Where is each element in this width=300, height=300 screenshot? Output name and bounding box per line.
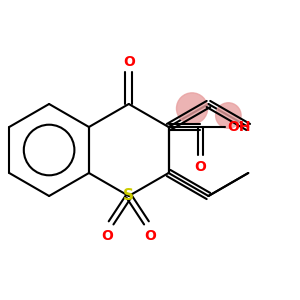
Text: OH: OH bbox=[227, 120, 251, 134]
Text: O: O bbox=[102, 229, 113, 243]
Text: S: S bbox=[123, 188, 134, 203]
Circle shape bbox=[176, 93, 208, 124]
Text: O: O bbox=[144, 229, 156, 243]
Text: O: O bbox=[123, 55, 135, 69]
Text: O: O bbox=[194, 160, 206, 174]
Circle shape bbox=[216, 103, 241, 128]
